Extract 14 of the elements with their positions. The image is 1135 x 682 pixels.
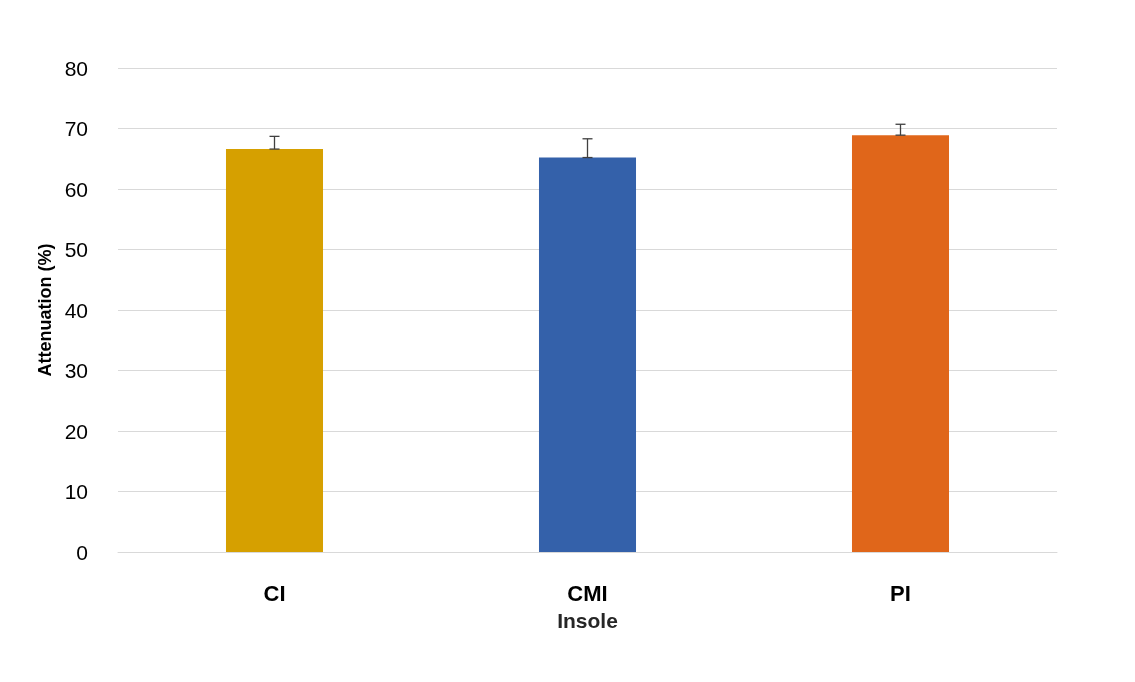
y-tick-label: 50 <box>64 238 88 261</box>
y-tick-label: 40 <box>64 298 88 322</box>
y-tick-label: 80 <box>64 56 88 80</box>
x-axis-title: Insole <box>557 609 618 632</box>
x-tick-label: CMI <box>567 580 608 606</box>
x-tick-label: PI <box>890 580 911 606</box>
y-tick-label: 70 <box>64 117 88 140</box>
y-tick-label: 30 <box>64 359 88 382</box>
y-tick-label: 20 <box>64 419 88 443</box>
y-axis-title: Attenuation (%) <box>34 243 55 377</box>
y-tick-label: 60 <box>64 177 88 201</box>
y-tick-label: 0 <box>76 540 88 564</box>
y-tick-label: 10 <box>64 480 88 503</box>
x-tick-label: CI <box>263 580 286 606</box>
